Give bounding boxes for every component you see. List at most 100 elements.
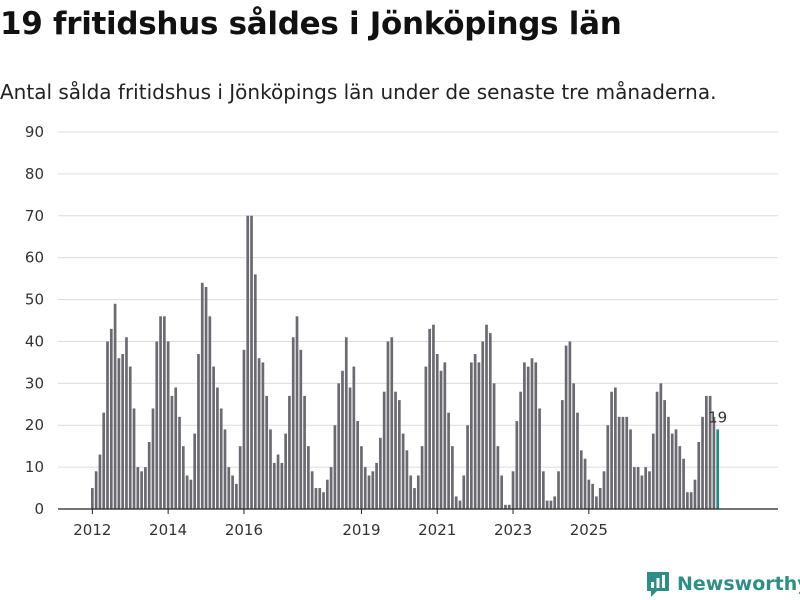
latest-value-label: 19: [708, 408, 727, 426]
bar: [454, 496, 458, 509]
bar: [223, 429, 227, 509]
bar: [299, 349, 303, 509]
bar: [208, 316, 212, 509]
bar: [507, 504, 511, 509]
bar: [678, 446, 682, 509]
bar: [102, 412, 106, 509]
logo-text: Newsworthy: [677, 573, 800, 595]
bar: [197, 354, 200, 509]
bar: [500, 475, 504, 509]
newsworthy-logo: Newsworthy: [645, 570, 800, 598]
bar: [348, 387, 352, 509]
bar: [629, 429, 632, 509]
bar: [515, 421, 519, 509]
bar: [360, 446, 363, 509]
bar: [238, 446, 242, 509]
bar: [413, 488, 416, 509]
bar: [151, 408, 155, 509]
bar: [98, 454, 102, 509]
bar: [458, 500, 462, 509]
bar: [424, 366, 428, 509]
bar: [155, 341, 159, 509]
y-tick-label: 10: [25, 458, 44, 476]
bar: [416, 475, 420, 509]
bar: [204, 286, 208, 509]
x-tick-label: 2021: [418, 521, 456, 539]
bar: [344, 337, 348, 509]
bar: [341, 370, 344, 509]
bar: [553, 496, 557, 509]
bar: [174, 387, 178, 509]
bar: [708, 395, 712, 509]
bar: [686, 492, 689, 509]
newsworthy-logo-icon: [647, 572, 669, 597]
bar: [295, 316, 299, 509]
bar: [492, 383, 496, 509]
bar: [473, 354, 477, 509]
bar: [420, 446, 424, 509]
bar: [140, 471, 143, 509]
bar: [91, 488, 94, 509]
bar: [648, 471, 651, 509]
bar: [504, 504, 507, 509]
bar: [693, 479, 697, 509]
bar: [636, 467, 640, 509]
bar: [534, 362, 538, 509]
x-tick-label: 2014: [149, 521, 187, 539]
bar: [352, 366, 356, 509]
bar: [193, 433, 197, 509]
grid-lines: [58, 131, 778, 468]
bar: [432, 324, 435, 509]
y-axis: 0 10 20 30 40 50 60 70 80 90: [25, 123, 44, 518]
bar: [170, 395, 174, 509]
bar: [674, 429, 678, 509]
bar: [670, 433, 674, 509]
bar: [394, 391, 397, 509]
bar: [106, 341, 109, 509]
bar: [602, 471, 606, 509]
bar: [583, 458, 587, 509]
bar: [443, 362, 447, 509]
bar: [625, 416, 629, 509]
bar: [439, 370, 443, 509]
bar: [159, 316, 162, 509]
bar: [632, 467, 636, 509]
bar: [651, 433, 655, 509]
bar: [667, 416, 670, 509]
bar: [144, 467, 147, 509]
bar: [322, 492, 325, 509]
chart-title: 19 fritidshus såldes i Jönköpings län: [0, 6, 622, 42]
bar: [401, 433, 405, 509]
bar: [598, 488, 602, 509]
bar: [655, 391, 659, 509]
bar: [542, 471, 545, 509]
bar: [682, 458, 685, 509]
bar: [470, 362, 473, 509]
bar: [477, 362, 481, 509]
bar: [371, 471, 375, 509]
bar: [276, 454, 280, 509]
bar: [121, 354, 125, 509]
bar: [382, 391, 386, 509]
x-tick-label: 2019: [342, 521, 380, 539]
bar: [614, 387, 617, 509]
bar: [576, 412, 579, 509]
bar: [280, 462, 284, 509]
bar: [166, 341, 170, 509]
bar: [212, 366, 215, 509]
bar: [269, 429, 272, 509]
bar: [390, 337, 394, 509]
bar: [310, 471, 314, 509]
bar-latest: [716, 429, 720, 509]
bar: [288, 395, 291, 509]
bar: [545, 500, 549, 509]
y-tick-label: 0: [34, 500, 44, 518]
bar: [610, 391, 613, 509]
bar: [379, 437, 382, 509]
bar: [466, 425, 469, 509]
chart-subtitle: Antal sålda fritidshus i Jönköpings län …: [0, 80, 717, 104]
bar: [181, 446, 185, 509]
bar: [549, 500, 553, 509]
bar: [409, 475, 413, 509]
